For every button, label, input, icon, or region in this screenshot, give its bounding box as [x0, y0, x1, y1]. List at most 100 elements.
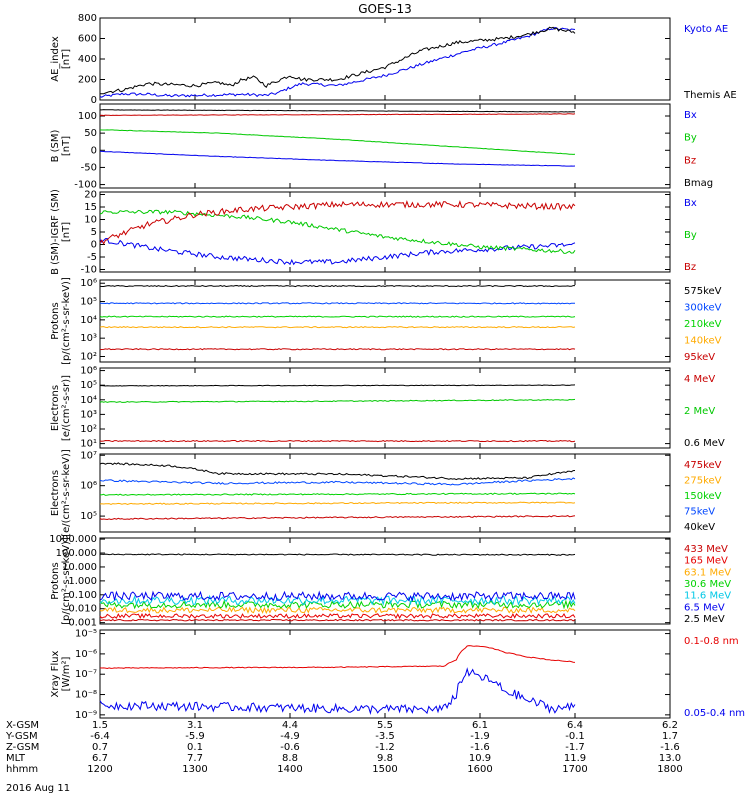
y-tick-label: 10¹ [80, 439, 97, 450]
ephemeris-value: -1.6 [660, 742, 680, 753]
chart-panel-7: 0.001 0.010 0.100 1.000 10.000 100.000 1000.00… [49, 534, 731, 629]
series-line-kyoto-ae [99, 26, 576, 98]
legend-entry: Bx [684, 110, 697, 121]
series-line-475kev [99, 515, 576, 521]
y-axis-label: [nT] [61, 222, 72, 242]
ephemeris-value: 9.8 [377, 753, 393, 764]
series-line-30-6-mev [99, 599, 576, 610]
y-tick-label: 1.000 [68, 576, 97, 587]
y-axis-label: [nT] [61, 49, 72, 69]
ephemeris-value: 1300 [182, 764, 207, 775]
ephemeris-value: 1.5 [92, 720, 108, 731]
y-tick-label: -10 [81, 265, 97, 276]
y-axis-label: [p/(cm²-s-sr-keV)] [61, 537, 72, 625]
y-tick-label: 10³ [80, 333, 97, 344]
ephemeris-row-label: Y-GSM [5, 731, 38, 742]
legend-entry: By [684, 133, 697, 144]
legend-entry: 475keV [684, 460, 722, 471]
y-tick-label: 10⁵ [80, 297, 97, 308]
y-tick-label: 10⁵ [80, 511, 97, 522]
y-axis-label: Electrons [50, 385, 61, 431]
legend-entry: By [684, 230, 697, 241]
legend-entry: 11.6 MeV [684, 591, 731, 602]
series-line-6-5-mev [99, 590, 576, 602]
series-line-63-1-mev [99, 606, 576, 615]
ephemeris-value: 1.7 [662, 731, 678, 742]
legend-entry: 40keV [684, 522, 715, 533]
ephemeris-value: 1700 [562, 764, 587, 775]
y-tick-label: 10⁻⁹ [75, 710, 97, 721]
ephemeris-value: -1.9 [470, 731, 490, 742]
ephemeris-value: 13.0 [659, 753, 681, 764]
series-line-40kev [99, 462, 576, 481]
y-tick-label: 10⁻⁶ [75, 649, 97, 660]
plot-frame [99, 17, 671, 101]
legend-entry: Kyoto AE [684, 24, 728, 35]
series-line-433-mev [99, 618, 576, 622]
ephemeris-value: 11.9 [564, 753, 586, 764]
y-tick-label: 0 [91, 240, 97, 251]
y-tick-label: 100.000 [56, 548, 97, 559]
y-tick-label: 0.100 [68, 590, 97, 601]
series-line-2-5-mev [100, 553, 576, 556]
y-tick-label: 10³ [80, 409, 97, 420]
series-line-0-1-0-8-nm [99, 645, 576, 670]
ephemeris-value: 3.1 [187, 720, 203, 731]
series-line-75kev [99, 477, 576, 486]
legend-entry: Bx [684, 198, 697, 209]
ephemeris-value: 5.5 [377, 720, 393, 731]
plot-frame [99, 367, 671, 449]
ephemeris-value: 8.8 [282, 753, 298, 764]
legend-entry: Bmag [684, 178, 713, 189]
y-tick-label: 10² [80, 424, 97, 435]
legend-entry: 0.05-0.4 nm [684, 708, 745, 719]
ephemeris-row-label: hhmm [6, 764, 38, 775]
y-tick-label: 10⁶ [80, 481, 97, 492]
ephemeris-value: 6.2 [662, 720, 678, 731]
ephemeris-value: 6.1 [472, 720, 488, 731]
series-line-0-05-0-4-nm [99, 667, 576, 715]
ephemeris-value: 6.7 [92, 753, 108, 764]
ephemeris-value: 7.7 [187, 753, 203, 764]
legend-entry: 6.5 MeV [684, 602, 725, 613]
series-line-11-6-mev [99, 594, 576, 606]
y-tick-label: 200 [78, 75, 97, 86]
y-tick-label: 5 [91, 227, 97, 238]
y-tick-label: 10⁶ [80, 278, 97, 289]
y-tick-label: 1000.000 [49, 534, 97, 545]
y-axis-label: B (SM)-IGRF (SM) [50, 189, 61, 275]
y-axis-label: B (SM) [50, 129, 61, 162]
y-axis-label: Electrons [50, 470, 61, 516]
y-tick-label: 50 [84, 128, 97, 139]
y-tick-label: 600 [78, 34, 97, 45]
legend-entry: Bz [684, 155, 696, 166]
y-tick-label: 15 [84, 202, 97, 213]
y-tick-label: 10 [84, 215, 97, 226]
legend-entry: 63.1 MeV [684, 567, 731, 578]
legend-entry: 2.5 MeV [684, 614, 725, 625]
legend-entry: 95keV [684, 352, 715, 363]
series-line-bx [99, 237, 576, 266]
legend-entry: 210keV [684, 319, 722, 330]
ephemeris-value: -1.2 [375, 742, 395, 753]
chart-panel-1: 0 200 400 600 800 AE_index [nT] Kyoto AE Themis … [50, 13, 737, 106]
legend-entry: 300keV [684, 303, 722, 314]
plot-frame [99, 453, 671, 533]
legend-entry: Bz [684, 262, 696, 273]
ephemeris-value: -4.9 [280, 731, 300, 742]
y-tick-label: 10.000 [62, 562, 97, 573]
y-tick-label: 10² [80, 351, 97, 362]
ephemeris-value: 1600 [467, 764, 492, 775]
ephemeris-value: 6.4 [567, 720, 583, 731]
y-tick-label: 20 [84, 190, 97, 201]
y-axis-label: [e/(cm²-s-sr-keV)] [61, 449, 72, 537]
ephemeris-value: 0.1 [187, 742, 203, 753]
legend-entry: Themis AE [683, 90, 737, 101]
ephemeris-row-label: X-GSM [6, 720, 39, 731]
legend-entry: 140keV [684, 336, 722, 347]
ephemeris-value: -1.7 [565, 742, 585, 753]
chart-panel-8: 10⁻⁹ 10⁻⁸ 10⁻⁷ 10⁻⁶ 10⁻⁵ Xray Flux [W/m²] 0.1-0… [50, 629, 745, 721]
